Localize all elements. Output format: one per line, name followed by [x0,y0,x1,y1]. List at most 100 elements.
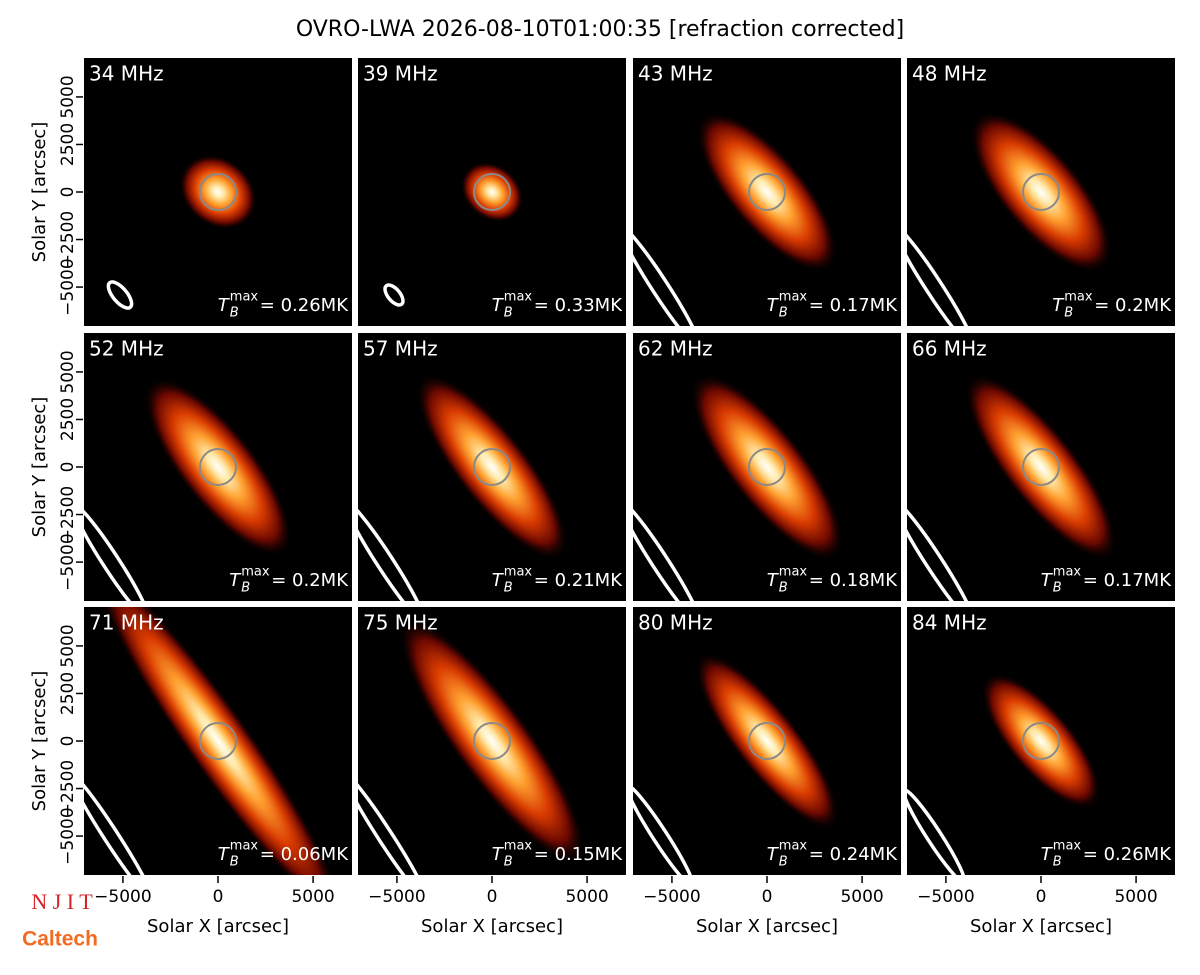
tb-value: = 0.06MK [260,844,349,865]
beam [632,499,702,602]
tb-sub: B [241,581,250,596]
panel-frame [905,331,1177,603]
tb-sup: max [1053,839,1082,854]
panel-image [357,332,627,602]
x-axis-label: Solar X [arcsec] [970,916,1112,937]
y-tick-label: −2500 [58,211,78,269]
x-tick-label: −5000 [643,887,701,907]
tb-sup: max [779,839,808,854]
frequency-label: 71 MHz [89,611,164,635]
x-tick-label: 5000 [1114,887,1157,907]
y-tick-label: −5000 [58,258,78,316]
y-tick-label: −5000 [58,533,78,591]
beam [383,283,405,307]
panel-image [906,606,1176,876]
solar-disk [748,173,786,211]
tb-sub: B [230,306,239,321]
x-tick-label: −5000 [368,887,426,907]
emission [694,652,840,830]
tb-value: = 0.33MK [534,295,623,316]
x-tick-label: 0 [1036,887,1047,907]
y-tick-label: 2500 [58,123,78,166]
frequency-label: 48 MHz [912,62,987,86]
tb-sup: max [504,839,533,854]
beam [906,787,967,876]
solar-disk [199,173,237,211]
beam [906,224,976,327]
tb-sub: B [779,581,788,596]
tb-value: = 0.24MK [809,844,898,865]
frequency-label: 84 MHz [912,611,987,635]
frequency-label: 80 MHz [638,611,713,635]
emission [179,154,257,230]
panel-image [632,606,902,876]
solar-disk [473,173,511,211]
emission [981,672,1101,810]
tb-symbol: T [767,570,780,591]
tb-value: = 0.18MK [809,570,898,591]
tb-value: = 0.17MK [1083,570,1172,591]
tb-sub: B [504,306,513,321]
tb-symbol: T [492,295,505,316]
frequency-label: 62 MHz [638,337,713,361]
panel-image [357,606,627,876]
tb-sub: B [1053,581,1062,596]
tb-sub: B [779,855,788,870]
y-tick-label: 5000 [58,350,78,393]
tb-sup: max [230,839,259,854]
solar-disk [1022,173,1060,211]
frequency-label: 52 MHz [89,337,164,361]
tb-sup: max [779,565,808,580]
y-tick-label: 0 [58,187,78,198]
emission [969,111,1113,273]
x-axis-label: Solar X [arcsec] [696,916,838,937]
tb-sub: B [504,581,513,596]
frequency-label: 75 MHz [363,611,438,635]
solar-disk [748,448,786,486]
tb-value: = 0.2MK [1094,295,1172,316]
panel-image [906,332,1176,602]
emission [94,606,342,876]
tb-symbol: T [767,844,780,865]
panel-frame [631,331,903,603]
x-tick-label: 5000 [565,887,608,907]
y-axis-label: Solar Y [arcsec] [29,122,50,263]
panel-image [906,57,1176,327]
frequency-label: 57 MHz [363,337,438,361]
emission [696,111,838,273]
y-tick-label: −5000 [58,807,78,865]
tb-sub: B [779,306,788,321]
tb-symbol: T [1041,570,1054,591]
emission [415,373,569,561]
tb-sup: max [504,290,533,305]
beam [106,280,134,310]
tb-value: = 0.26MK [260,295,349,316]
tb-sub: B [230,855,239,870]
panel-frame [905,56,1177,328]
x-tick-label: 0 [487,887,498,907]
y-tick-label: −2500 [58,760,78,818]
frequency-label: 43 MHz [638,62,713,86]
frequency-label: 66 MHz [912,337,987,361]
panel-image [83,332,353,602]
chart-title: OVRO-LWA 2026-08-10T01:00:35 [refraction… [296,17,904,42]
panel-image [632,57,902,327]
x-tick-label: −5000 [94,887,152,907]
tb-value: = 0.17MK [809,295,898,316]
tb-value: = 0.15MK [534,844,623,865]
emission [460,161,524,223]
beam [357,499,427,602]
emission [143,377,293,557]
y-tick-label: 5000 [58,75,78,118]
